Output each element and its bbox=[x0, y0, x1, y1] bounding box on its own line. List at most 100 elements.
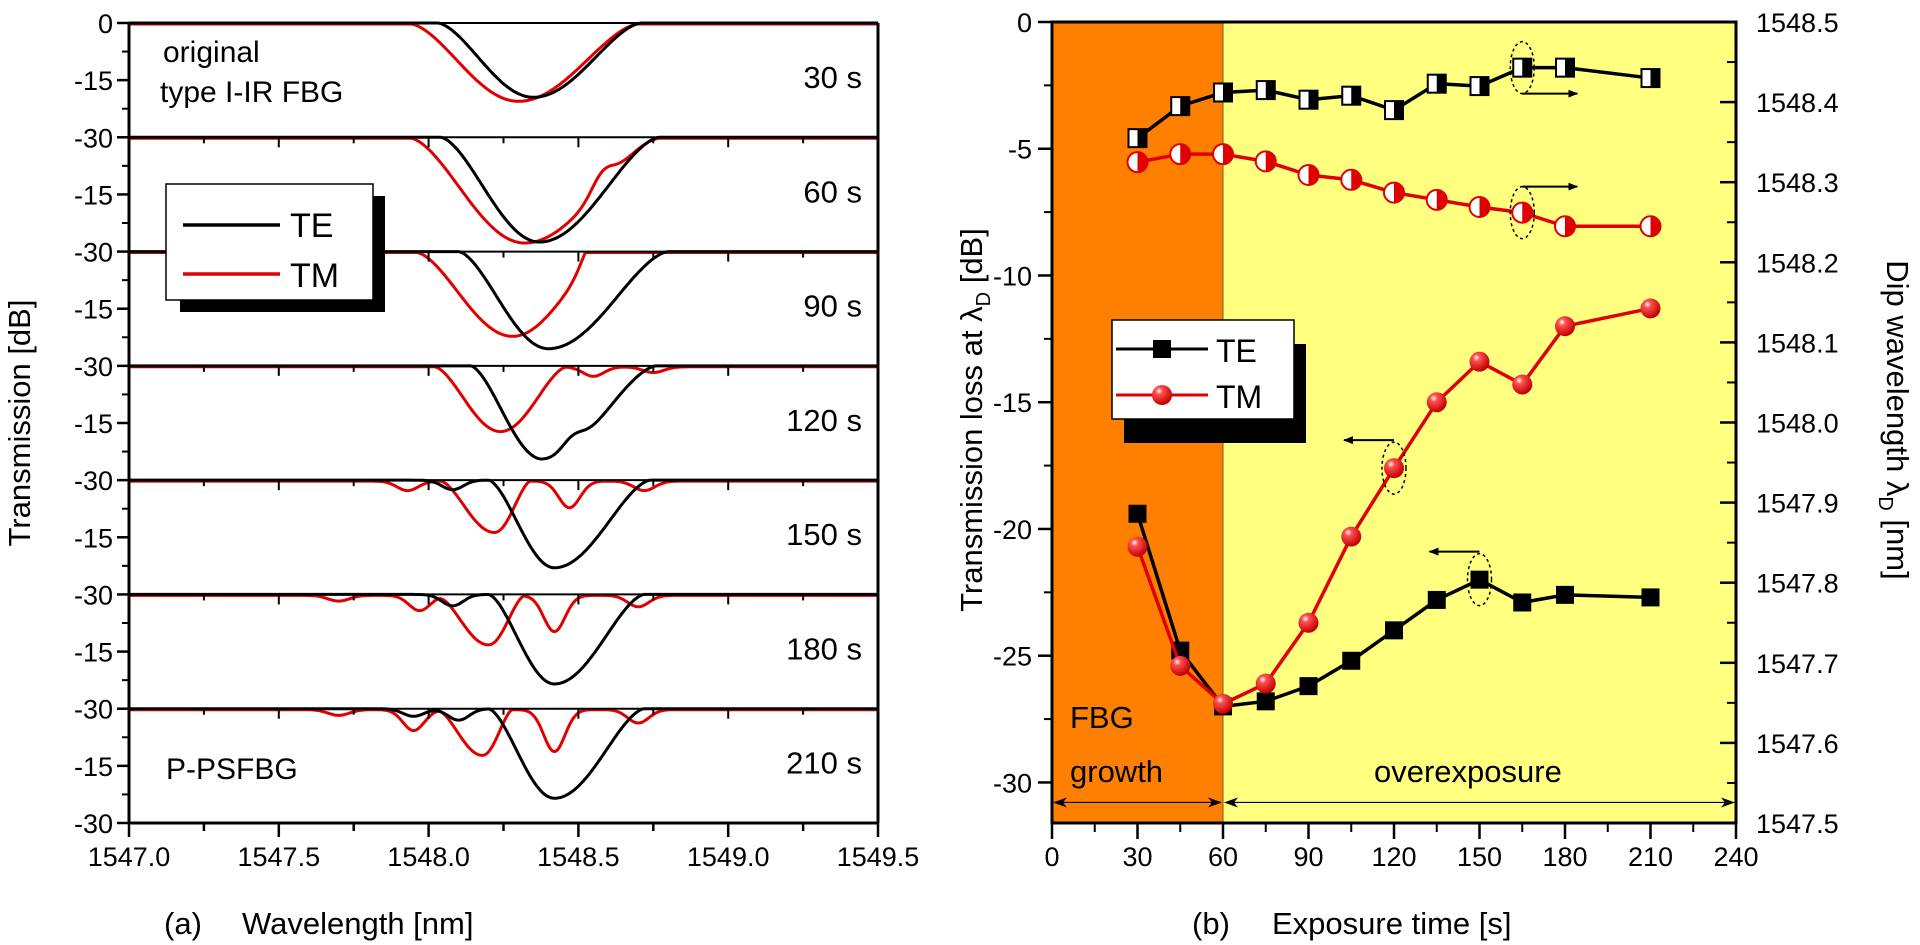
data-point-tm-λd bbox=[1511, 201, 1534, 224]
marker-fill bbox=[1137, 152, 1148, 173]
spectra-panel: 0 -15 -30 -15 -30 -15 -30 -15 -30 -15 -30 -15 -30 -15… bbox=[2, 9, 919, 941]
y-label-right-unit: [nm] bbox=[1880, 511, 1915, 580]
marker-fill bbox=[1137, 129, 1147, 148]
data-point-te-λd bbox=[1426, 73, 1447, 94]
data-point-tm bbox=[1341, 526, 1362, 547]
data-point-te-λd bbox=[1512, 57, 1533, 78]
marker-fill bbox=[1265, 151, 1276, 172]
data-point-tm bbox=[1298, 612, 1319, 633]
data-point-te bbox=[1299, 677, 1318, 696]
y-tick-label: -15 bbox=[74, 409, 113, 439]
spectrum-tm-150s bbox=[129, 479, 878, 535]
y-tick-label-right: 1548.2 bbox=[1756, 248, 1839, 278]
time-label: 150 s bbox=[786, 517, 862, 552]
marker-fill bbox=[1650, 216, 1661, 237]
data-point-te bbox=[1641, 588, 1660, 607]
legend-label-te: TE bbox=[290, 207, 333, 245]
y-tick-label: -15 bbox=[74, 180, 113, 210]
data-point-te bbox=[1256, 692, 1275, 711]
y-tick-label-right: 1548.5 bbox=[1756, 8, 1839, 38]
marker-fill bbox=[1394, 101, 1403, 120]
time-label: 60 s bbox=[803, 174, 862, 209]
data-point-tm bbox=[1384, 458, 1404, 479]
x-tick-label: 1549.5 bbox=[837, 842, 920, 872]
y-label-left-sub: D bbox=[973, 292, 995, 306]
spectrum-tm-120s bbox=[129, 365, 878, 434]
y-tick-label: -30 bbox=[74, 352, 113, 382]
y-tick-label: -15 bbox=[74, 523, 113, 553]
data-point-tm bbox=[1213, 693, 1233, 714]
annotation-original: original bbox=[163, 36, 260, 69]
data-point-tm-λd bbox=[1425, 188, 1448, 211]
data-point-te bbox=[1427, 590, 1446, 609]
data-point-te bbox=[1513, 593, 1532, 612]
y-tick-label: -30 bbox=[74, 238, 113, 268]
y-tick-label-right: 1547.6 bbox=[1756, 729, 1839, 759]
y-tick-label-right: 1548.3 bbox=[1756, 168, 1839, 198]
marker-fill bbox=[1394, 182, 1405, 203]
panel-label-a: (a) bbox=[164, 906, 202, 941]
y-tick-label: -30 bbox=[74, 580, 113, 610]
legend-b: TE TM bbox=[1111, 319, 1306, 443]
x-tick-label: 1548.0 bbox=[387, 842, 470, 872]
time-label: 210 s bbox=[786, 746, 862, 781]
data-point-tm bbox=[1555, 316, 1575, 337]
y-tick-label: -30 bbox=[74, 466, 113, 496]
marker-fill bbox=[1180, 144, 1191, 165]
time-label: 120 s bbox=[786, 403, 862, 438]
y-tick-label: -15 bbox=[74, 752, 113, 782]
annotation-type: type I-IR FBG bbox=[160, 76, 343, 109]
y-tick-label-right: 1547.8 bbox=[1756, 569, 1839, 599]
y-tick-label-right: 1547.7 bbox=[1756, 649, 1839, 679]
legend-a: TE TM bbox=[165, 183, 385, 312]
data-point-te-λd bbox=[1298, 89, 1319, 110]
data-point-te-λd bbox=[1640, 68, 1661, 89]
indicator-ellipse bbox=[1381, 441, 1407, 495]
data-point-te-λd bbox=[1127, 128, 1148, 149]
data-point-tm-λd bbox=[1468, 196, 1491, 219]
data-point-tm bbox=[1512, 374, 1533, 395]
data-point-tm bbox=[1127, 536, 1148, 557]
y-tick-label: -30 bbox=[74, 123, 113, 153]
x-tick-label: 180 bbox=[1542, 842, 1587, 872]
legend-label-tm-b: TM bbox=[1216, 379, 1262, 415]
y-axis-label-right-b: Dip wavelength λD [nm] bbox=[1874, 260, 1915, 579]
x-tick-label: 0 bbox=[1044, 842, 1059, 872]
x-tick-label: 1547.5 bbox=[238, 842, 321, 872]
x-tick-label: 1549.0 bbox=[687, 842, 770, 872]
data-point-tm-λd bbox=[1340, 168, 1363, 191]
y-tick-label-right: 1548.1 bbox=[1756, 328, 1839, 358]
data-point-tm-λd bbox=[1169, 143, 1192, 166]
data-point-tm bbox=[1640, 298, 1661, 319]
spectrum-tm-210s bbox=[129, 708, 878, 757]
x-tick-label: 210 bbox=[1628, 842, 1673, 872]
y-label-left-main: Transmission loss at λ bbox=[954, 306, 989, 612]
y-tick-label-left: -20 bbox=[993, 515, 1032, 545]
y-tick-label-left: -10 bbox=[993, 261, 1032, 291]
data-point-tm-λd bbox=[1297, 163, 1320, 186]
exposure-panel: 0 30 60 90 120 150 180 210 240 0 -5 -10 -15 -20 -25 -30… bbox=[954, 8, 1915, 941]
data-point-te bbox=[1342, 651, 1361, 670]
data-point-tm-λd bbox=[1254, 150, 1277, 173]
marker-fill bbox=[1522, 58, 1532, 77]
y-tick-label: -15 bbox=[74, 295, 113, 325]
y-label-left-unit: [dB] bbox=[954, 228, 989, 292]
data-point-tm-λd bbox=[1383, 181, 1405, 204]
data-point-te bbox=[1385, 621, 1403, 640]
y-label-right-main: Dip wavelength λ bbox=[1880, 260, 1915, 497]
legend-marker-tm-b bbox=[1152, 385, 1172, 405]
y-tick-label: -30 bbox=[74, 695, 113, 725]
x-tick-label: 1548.5 bbox=[537, 842, 620, 872]
data-point-te-λd bbox=[1170, 96, 1191, 117]
x-tick-label: 120 bbox=[1371, 842, 1416, 872]
marker-fill bbox=[1436, 74, 1446, 93]
data-point-te-λd bbox=[1213, 82, 1233, 103]
annotation-ppsfbg: P-PSFBG bbox=[166, 753, 298, 786]
marker-fill bbox=[1522, 202, 1533, 223]
marker-fill bbox=[1308, 90, 1318, 109]
marker-fill bbox=[1223, 144, 1233, 165]
x-tick-label: 60 bbox=[1208, 842, 1238, 872]
y-tick-label: -15 bbox=[74, 66, 113, 96]
marker-fill bbox=[1479, 77, 1489, 96]
data-point-tm bbox=[1170, 655, 1191, 676]
